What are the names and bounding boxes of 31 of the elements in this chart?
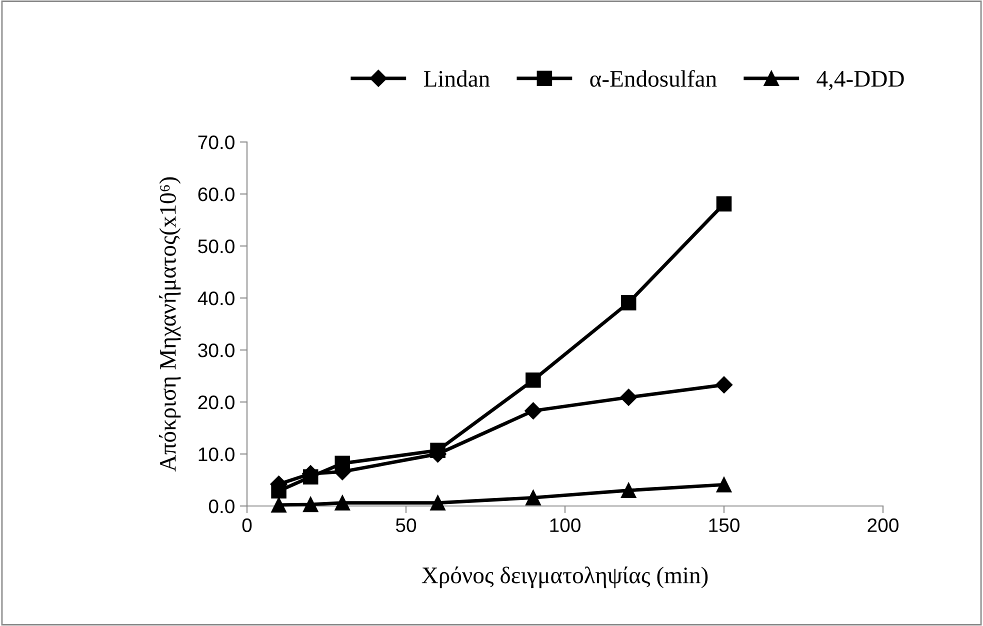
point	[302, 496, 318, 512]
point	[715, 376, 733, 394]
legend-label: α-Endosulfan	[590, 70, 717, 87]
point	[526, 490, 541, 506]
y-axis-title: Απόκριση Μηχανήματος(x10⁶)	[158, 177, 181, 472]
point	[430, 495, 446, 511]
x-tick-label: 150	[709, 518, 740, 532]
legend-label: Lindan	[424, 70, 490, 87]
y-tick-label: 40.0	[198, 291, 234, 306]
y-tick-label: 20.0	[198, 395, 234, 410]
x-axis-title: Χρόνος δειγματοληψίας (min)	[422, 566, 708, 588]
x-tick-label: 50	[396, 518, 416, 532]
y-tick-label: 0.0	[208, 499, 234, 514]
point	[524, 402, 542, 420]
point	[526, 372, 541, 388]
y-tick-label: 60.0	[198, 187, 234, 202]
point	[620, 388, 638, 406]
y-tick-label: 10.0	[198, 447, 234, 462]
x-tick-label: 0	[242, 518, 252, 532]
point	[334, 495, 350, 511]
point	[716, 196, 732, 212]
x-tick-label: 100	[550, 518, 580, 532]
y-tick-label: 50.0	[198, 239, 234, 254]
point	[620, 295, 636, 310]
point	[271, 497, 286, 513]
point	[716, 477, 732, 492]
y-tick-label: 30.0	[198, 343, 234, 358]
x-tick-label: 200	[868, 518, 898, 532]
legend-label: 4,4-DDD	[816, 71, 904, 90]
y-tick-label: 70.0	[198, 135, 234, 150]
point	[620, 482, 636, 498]
